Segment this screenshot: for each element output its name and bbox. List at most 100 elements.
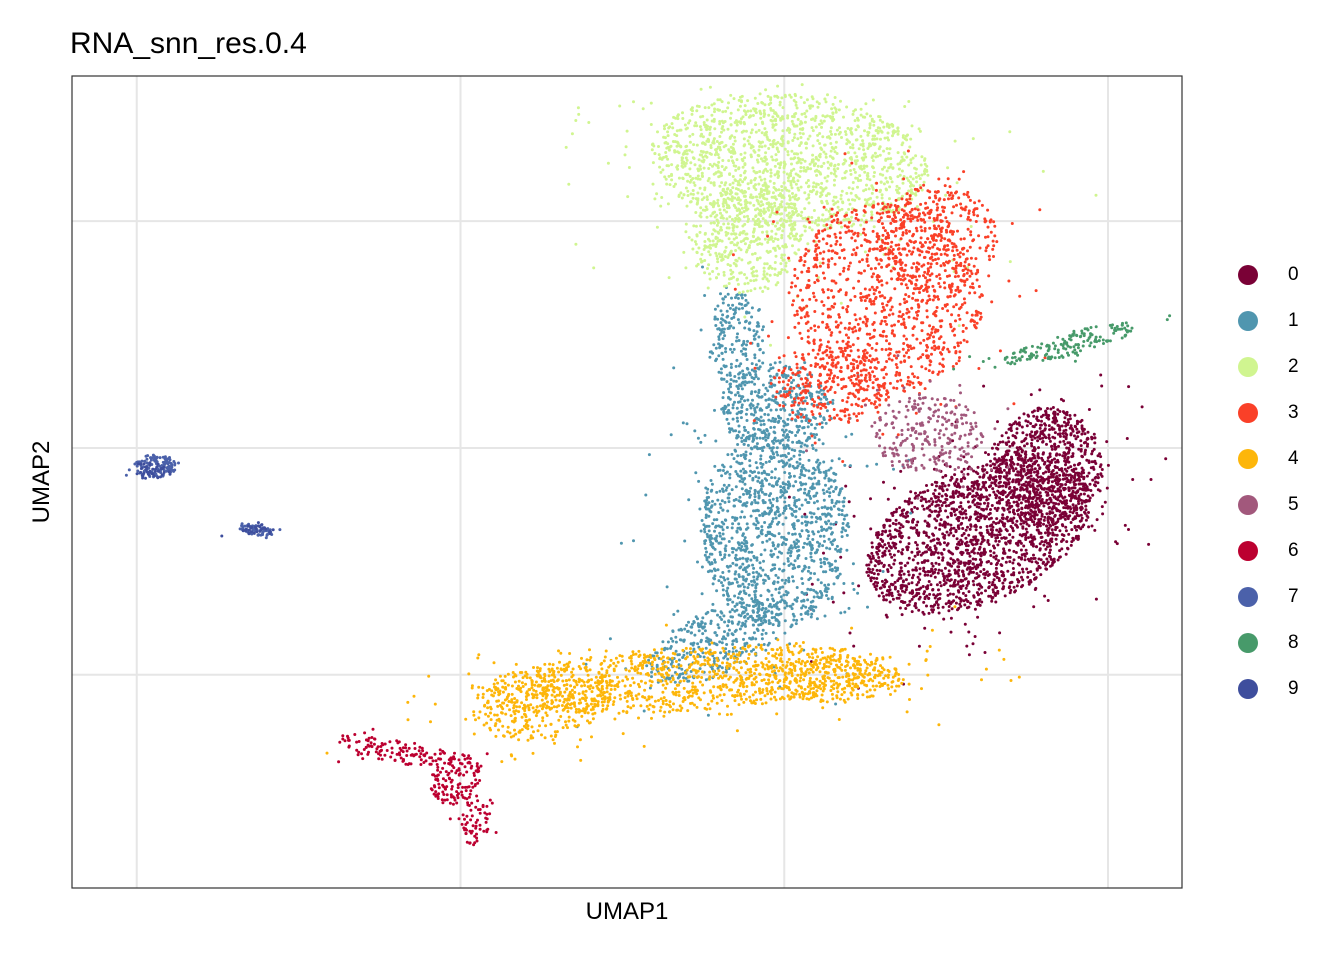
cluster-1-point bbox=[752, 438, 756, 442]
cluster-1-point bbox=[763, 548, 767, 552]
cluster-0-point bbox=[1080, 487, 1084, 491]
cluster-0-point bbox=[1067, 473, 1071, 477]
cluster-1-point bbox=[776, 439, 780, 443]
cluster-1-point bbox=[735, 580, 739, 584]
cluster-1-point bbox=[810, 394, 814, 398]
cluster-0-point bbox=[998, 496, 1001, 500]
cluster-0-point bbox=[1054, 460, 1058, 464]
cluster-0-point bbox=[1076, 420, 1080, 424]
cluster-0-point bbox=[1019, 465, 1023, 469]
cluster-1-point bbox=[736, 443, 740, 446]
cluster-0-point bbox=[924, 500, 928, 504]
cluster-0-point bbox=[971, 489, 975, 493]
cluster-1-point bbox=[720, 641, 724, 645]
cluster-1-point bbox=[730, 608, 734, 612]
cluster-1-point bbox=[752, 566, 756, 570]
cluster-0-point bbox=[1008, 533, 1012, 537]
cluster-1-point bbox=[812, 466, 816, 470]
cluster-0-point bbox=[891, 514, 895, 517]
cluster-0-point bbox=[1031, 456, 1035, 460]
cluster-2-point bbox=[731, 229, 735, 232]
cluster-0-point bbox=[902, 514, 905, 518]
cluster-0-point bbox=[973, 503, 977, 507]
cluster-1-point bbox=[804, 557, 808, 560]
cluster-0-point bbox=[878, 586, 882, 590]
cluster-0-point bbox=[930, 483, 934, 487]
cluster-2-point bbox=[765, 230, 769, 234]
cluster-1-point bbox=[797, 539, 800, 543]
cluster-1-point bbox=[784, 455, 788, 459]
cluster-1-point bbox=[756, 402, 760, 406]
cluster-1-point bbox=[796, 519, 800, 523]
cluster-1-point bbox=[782, 593, 786, 597]
cluster-1-point bbox=[793, 449, 797, 452]
cluster-1-point bbox=[686, 630, 689, 633]
cluster-1-point bbox=[828, 491, 832, 495]
cluster-1-point bbox=[739, 469, 743, 473]
cluster-1-point bbox=[704, 525, 707, 529]
cluster-0-point bbox=[1015, 478, 1019, 482]
cluster-1-point bbox=[718, 534, 722, 538]
cluster-0-point bbox=[1002, 481, 1006, 485]
cluster-1-point bbox=[702, 655, 706, 659]
cluster-1-point bbox=[792, 522, 796, 526]
cluster-0-point bbox=[933, 570, 937, 574]
cluster-0-point bbox=[881, 529, 885, 533]
cluster-0-point bbox=[1001, 506, 1005, 510]
cluster-0-point bbox=[985, 471, 989, 475]
cluster-0-point bbox=[1077, 430, 1081, 434]
cluster-1-point bbox=[767, 418, 771, 422]
cluster-0-point bbox=[1017, 416, 1021, 420]
cluster-0-point bbox=[973, 576, 977, 580]
cluster-1-point bbox=[690, 631, 693, 635]
cluster-0-point bbox=[1061, 432, 1065, 435]
cluster-0-point bbox=[884, 578, 887, 582]
cluster-0-point bbox=[999, 462, 1003, 466]
cluster-1-point bbox=[825, 546, 829, 550]
cluster-0-point bbox=[1081, 455, 1084, 459]
cluster-0-point bbox=[959, 578, 963, 582]
cluster-0-point bbox=[880, 591, 884, 595]
cluster-0-point bbox=[1035, 568, 1039, 572]
cluster-0-point bbox=[1086, 515, 1090, 519]
cluster-2-point bbox=[794, 182, 798, 186]
cluster-0-point bbox=[1020, 553, 1024, 557]
cluster-1-point bbox=[727, 619, 731, 623]
cluster-0-point bbox=[907, 582, 911, 586]
cluster-1-point bbox=[825, 397, 829, 401]
cluster-1-point bbox=[786, 438, 790, 442]
cluster-1-point bbox=[685, 422, 689, 426]
cluster-1-point bbox=[781, 433, 785, 437]
cluster-1-point bbox=[726, 314, 730, 318]
cluster-0-point bbox=[803, 512, 807, 516]
cluster-0-point bbox=[1031, 503, 1035, 507]
cluster-1-point bbox=[781, 522, 785, 526]
cluster-1-point bbox=[681, 421, 685, 425]
cluster-0-point bbox=[857, 584, 861, 588]
cluster-1-point bbox=[815, 548, 819, 552]
cluster-0-point bbox=[949, 531, 953, 535]
cluster-1-point bbox=[806, 569, 810, 573]
cluster-0-point bbox=[1004, 541, 1008, 545]
cluster-0-point bbox=[1004, 431, 1008, 435]
cluster-0-point bbox=[892, 553, 896, 557]
cluster-1-point bbox=[830, 567, 834, 571]
cluster-0-point bbox=[981, 464, 985, 468]
cluster-0-point bbox=[987, 485, 991, 489]
cluster-1-point bbox=[738, 462, 742, 466]
cluster-1-point bbox=[714, 439, 718, 443]
cluster-0-point bbox=[977, 505, 981, 509]
cluster-1-point bbox=[752, 427, 756, 430]
cluster-0-point bbox=[1047, 541, 1051, 545]
cluster-0-point bbox=[933, 480, 937, 484]
cluster-1-point bbox=[718, 640, 722, 644]
cluster-1-point bbox=[740, 650, 744, 654]
cluster-0-point bbox=[893, 585, 897, 589]
cluster-0-point bbox=[1029, 557, 1033, 560]
cluster-1-point bbox=[742, 585, 746, 589]
cluster-1-point bbox=[707, 529, 711, 533]
cluster-0-point bbox=[907, 573, 911, 577]
cluster-1-point bbox=[843, 514, 847, 518]
cluster-1-point bbox=[707, 555, 711, 559]
cluster-1-point bbox=[799, 450, 803, 453]
